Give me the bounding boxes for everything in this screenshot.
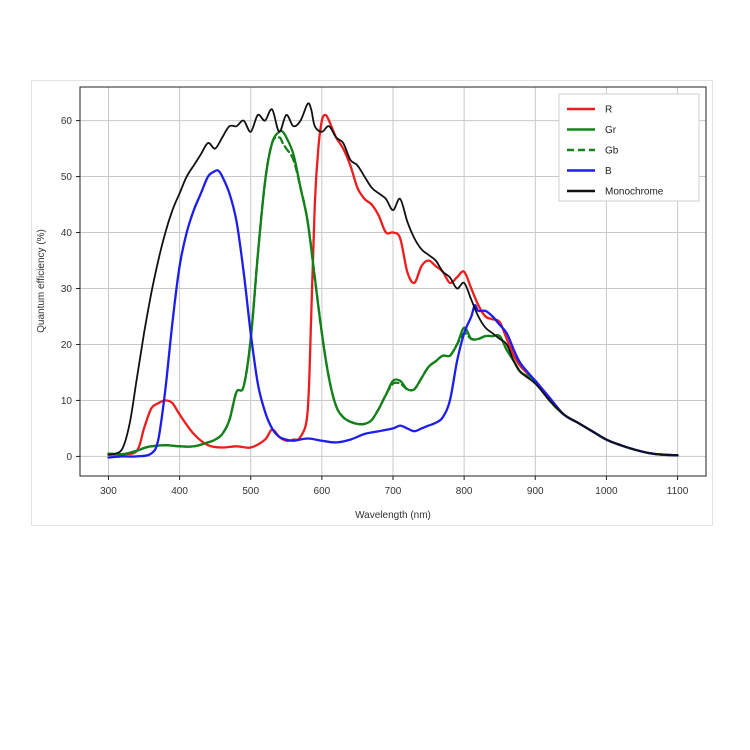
x-tick-label: 1000 [595, 486, 618, 497]
x-axis-label: Wavelength (nm) [355, 510, 431, 521]
y-tick-label: 20 [61, 340, 73, 351]
x-tick-label: 900 [527, 486, 544, 497]
y-tick-label: 50 [61, 172, 73, 183]
y-tick-label: 0 [66, 452, 72, 463]
legend-label-r: R [605, 105, 612, 116]
x-tick-label: 800 [456, 486, 473, 497]
y-tick-label: 40 [61, 228, 73, 239]
x-tick-label: 400 [171, 486, 188, 497]
series-line-r [107, 113, 679, 457]
x-tick-label: 700 [385, 486, 402, 497]
series-line-monochrome [107, 102, 679, 457]
legend: R Gr Gb B Monochrome [558, 93, 700, 202]
x-tick-label: 1100 [667, 486, 689, 497]
y-tick-label: 30 [61, 284, 73, 295]
y-tick-label: 10 [61, 396, 73, 407]
y-tick-label: 60 [61, 116, 73, 127]
y-axis-label: Quantum efficiency (%) [36, 229, 47, 333]
x-tick-label: 500 [242, 486, 259, 497]
legend-box [558, 93, 700, 202]
x-tick-label: 600 [314, 486, 331, 497]
legend-label-gb: Gb [605, 146, 619, 157]
legend-label-monochrome: Monochrome [605, 187, 664, 198]
legend-label-gr: Gr [605, 125, 617, 136]
quantum-efficiency-chart: 300 400 500 600 700 800 900 1000 1100 0 10 20 30 40 5… [36, 86, 707, 521]
y-tick-labels: 0 10 20 30 40 50 60 [61, 116, 80, 463]
legend-label-b: B [605, 166, 612, 177]
series-lines [107, 102, 679, 459]
x-tick-label: 300 [100, 486, 117, 497]
series-line-b [107, 169, 679, 459]
x-tick-labels: 300 400 500 600 700 800 900 1000 1100 [100, 476, 689, 497]
chart-panel: 300 400 500 600 700 800 900 1000 1100 0 10 20 30 40 5… [31, 80, 713, 526]
